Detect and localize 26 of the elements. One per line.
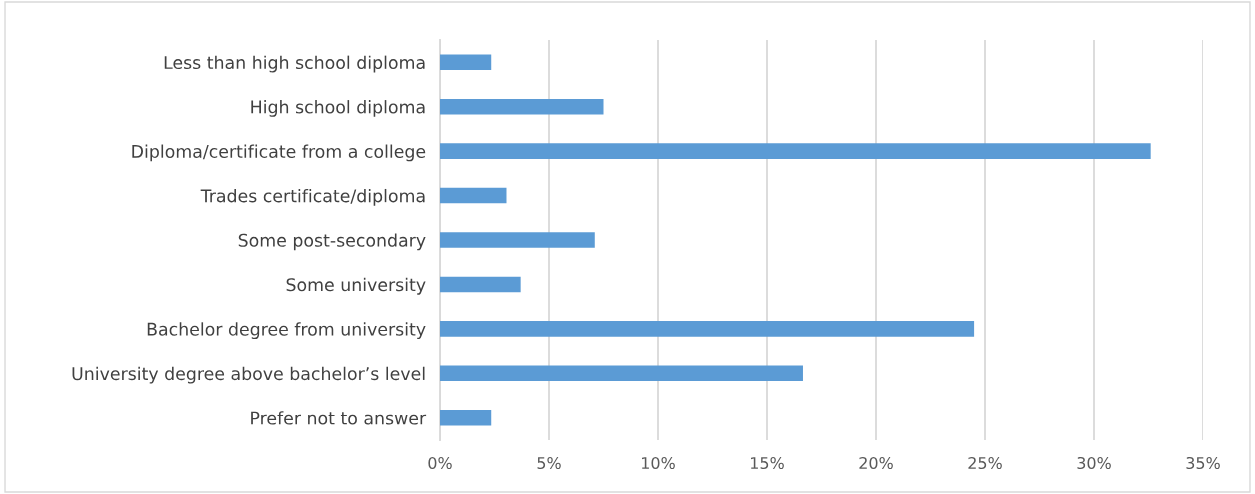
bar — [440, 276, 521, 293]
y-tick-label: High school diploma — [251, 100, 425, 117]
y-tick-label: Less than high school diploma — [164, 55, 425, 73]
x-tick-label: 10% — [642, 456, 675, 470]
bar — [440, 410, 492, 426]
x-tick-label: 30% — [1077, 456, 1111, 470]
x-tick-label: 35% — [1186, 456, 1220, 470]
x-tick-label: 5% — [537, 456, 561, 470]
y-tick-label: Some university — [286, 277, 426, 295]
y-tick-label: Some post-secondary — [238, 233, 426, 251]
x-tick-label: 0% — [428, 456, 452, 470]
bar — [440, 321, 975, 337]
y-tick-label: Diploma/certificate from a college — [132, 144, 426, 162]
bar — [440, 365, 803, 382]
bar — [440, 98, 604, 115]
x-tick-label: 20% — [859, 456, 893, 470]
x-tick-label: 15% — [751, 456, 784, 470]
bar — [440, 54, 492, 70]
bar — [440, 187, 507, 204]
y-tick-label: Bachelor degree from university — [147, 322, 426, 340]
y-tick-label: Prefer not to answer — [251, 411, 427, 425]
y-tick-label: University degree above bachelor’s level — [72, 366, 425, 384]
bar — [440, 143, 1151, 159]
bar — [440, 232, 595, 248]
x-tick-label: 25% — [968, 456, 1002, 470]
y-tick-label: Trades certificate/diploma — [200, 188, 425, 206]
